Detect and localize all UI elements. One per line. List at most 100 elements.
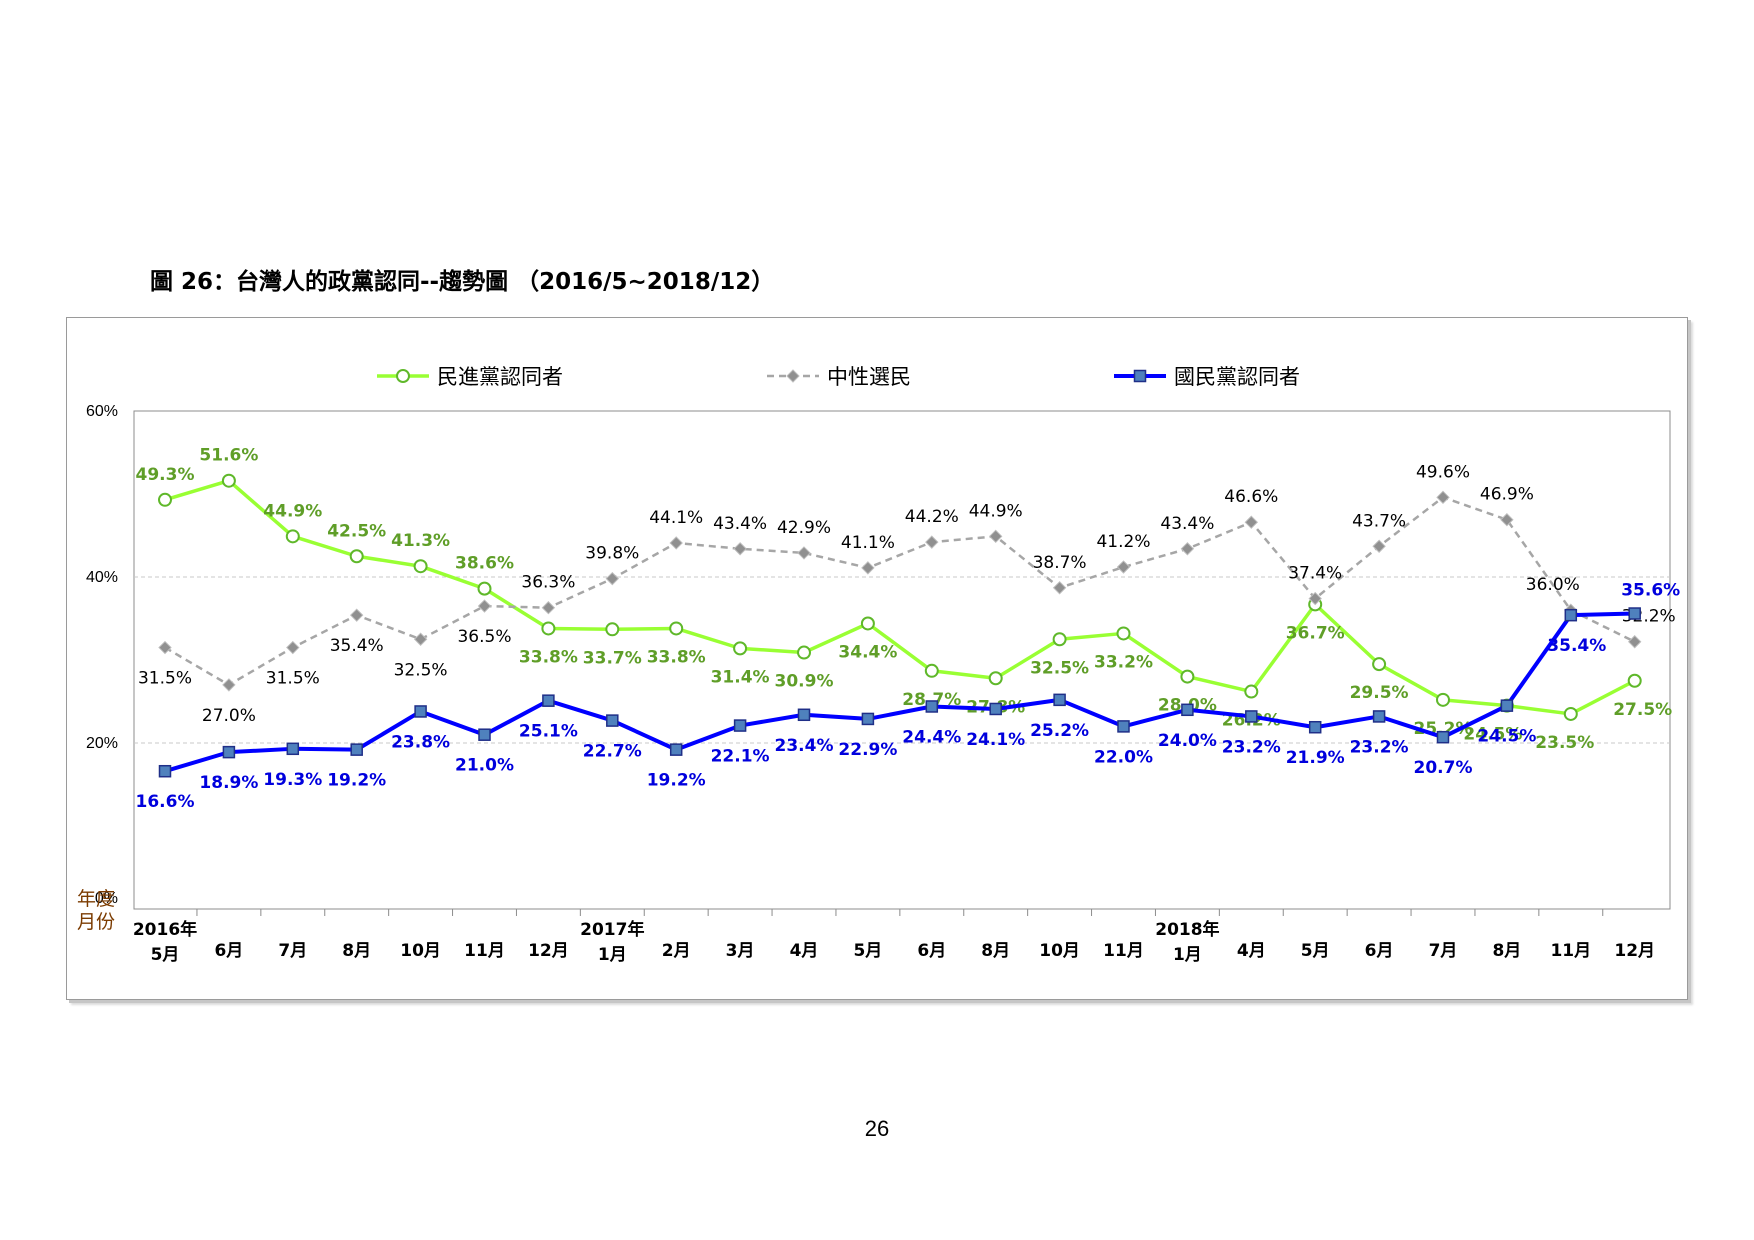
dpp-point [477, 581, 492, 596]
dpp-point [1436, 692, 1450, 707]
neutral-point [988, 529, 1003, 544]
x-tick-label: 11月 [464, 941, 505, 961]
neutral-data-label: 41.1% [841, 533, 895, 553]
legend-label-dpp: 民進黨認同者 [437, 365, 563, 389]
kmt-data-label: 22.7% [583, 742, 642, 762]
kmt-data-label: 24.5% [1477, 727, 1536, 747]
neutral-point [158, 640, 172, 655]
neutral-data-label: 39.8% [585, 544, 639, 564]
neutral-point [1244, 515, 1259, 529]
legend-label-neutral: 中性選民 [827, 365, 911, 389]
dpp-data-label: 38.6% [455, 554, 514, 574]
kmt-point [925, 700, 939, 713]
dpp-data-label: 34.4% [838, 642, 897, 662]
dpp-point [1180, 669, 1195, 684]
dpp-series: 49.3%51.6%44.9%42.5% 41.3%38.6%33.8% 33.7%… [136, 446, 1673, 753]
kmt-data-label: 24.0% [1158, 731, 1217, 751]
dpp-data-label: 32.5% [1030, 658, 1089, 678]
neutral-point [349, 608, 364, 622]
dpp-point [669, 621, 684, 636]
dpp-data-label: 27.5% [1613, 700, 1672, 720]
dpp-point [988, 671, 1003, 686]
x-tick-label: 6月 [214, 941, 243, 961]
kmt-point [542, 694, 555, 707]
kmt-point [222, 745, 236, 759]
neutral-data-label: 46.6% [1224, 487, 1278, 507]
x-tick-label: 1月 [1173, 945, 1202, 965]
dpp-point [605, 622, 620, 637]
dpp-point [1627, 673, 1642, 688]
dpp-data-label: 49.3% [136, 465, 195, 485]
neutral-point [669, 536, 683, 550]
dpp-point [733, 641, 748, 656]
kmt-point [1117, 720, 1130, 733]
dpp-data-label: 33.8% [519, 647, 578, 667]
neutral-data-label: 41.2% [1096, 532, 1150, 552]
plot-area [133, 410, 1671, 910]
x-tick-label: 7月 [278, 941, 307, 961]
dpp-data-label: 31.4% [711, 667, 770, 687]
neutral-data-label: 37.4% [1288, 564, 1342, 584]
neutral-point [286, 640, 300, 655]
neutral-data-label: 44.9% [969, 501, 1023, 521]
neutral-data-label: 43.4% [1160, 514, 1214, 534]
dpp-point [1563, 706, 1578, 721]
axis-unit-year: 年度 [77, 888, 115, 910]
figure-title: 圖 26：台灣人的政黨認同--趨勢圖 （2016/5~2018/12） [150, 269, 775, 295]
neutral-point [1627, 635, 1642, 649]
neutral-data-label: 38.7% [1033, 553, 1087, 573]
kmt-point [1181, 703, 1194, 717]
x-tick-label: 1月 [598, 945, 627, 965]
kmt-point [350, 743, 363, 756]
x-tick-label: 5月 [1301, 941, 1330, 961]
kmt-point [286, 742, 300, 756]
year-label: 2016年 [133, 919, 197, 940]
kmt-point [606, 714, 619, 727]
dpp-point [1052, 632, 1067, 647]
dpp-point [413, 559, 428, 574]
neutral-data-label: 31.5% [138, 669, 192, 689]
kmt-data-label: 25.2% [1030, 721, 1089, 741]
kmt-point [1053, 693, 1066, 707]
kmt-point [1500, 699, 1514, 712]
axis-unit-month: 月份 [77, 911, 115, 933]
kmt-data-label: 35.6% [1621, 581, 1680, 601]
kmt-data-label: 19.3% [263, 770, 322, 790]
neutral-data-label: 43.7% [1352, 511, 1406, 531]
neutral-data-label: 42.9% [777, 518, 831, 538]
kmt-data-label: 25.1% [519, 722, 578, 742]
dpp-point [860, 616, 875, 631]
x-tick-label: 3月 [726, 941, 755, 961]
y-tick-label: 40% [86, 569, 118, 586]
kmt-data-label: 23.2% [1350, 737, 1409, 757]
kmt-data-label: 35.4% [1547, 636, 1606, 656]
y-tick-label: 0% [95, 890, 118, 907]
dpp-data-label: 24.5% [1463, 725, 1522, 745]
dpp-point [285, 529, 300, 544]
legend: 民進黨認同者 中性選民 國民黨認同者 [377, 365, 1300, 389]
neutral-series: 31.5% 27.0% 31.5% 35.4% 32.5% 36.5% 36.3% 39.8%… [138, 462, 1676, 726]
dpp-data-label: 51.6% [199, 446, 258, 466]
kmt-data-label: 19.2% [647, 771, 706, 791]
kmt-data-label: 18.9% [199, 773, 258, 793]
dpp-point [1372, 657, 1387, 672]
x-tick-label: 10月 [1039, 941, 1080, 961]
x-tick-label: 6月 [917, 941, 946, 961]
neutral-data-label: 43.4% [713, 514, 767, 534]
kmt-data-label: 21.0% [455, 756, 514, 776]
neutral-line [164, 496, 1636, 687]
neutral-data-label: 46.9% [1480, 485, 1534, 505]
y-tick-label: 60% [86, 403, 118, 420]
x-tick-label: 4月 [1237, 941, 1266, 961]
x-tick-label: 10月 [400, 941, 441, 961]
dpp-point [797, 645, 811, 660]
dpp-data-label: 33.2% [1094, 652, 1153, 672]
kmt-point [414, 705, 427, 718]
neutral-data-label: 36.5% [457, 627, 511, 647]
neutral-point [1436, 490, 1450, 505]
kmt-data-label: 16.6% [136, 792, 195, 812]
kmt-data-label: 22.1% [711, 747, 770, 767]
dpp-point [1116, 626, 1131, 641]
kmt-point [1245, 710, 1258, 723]
